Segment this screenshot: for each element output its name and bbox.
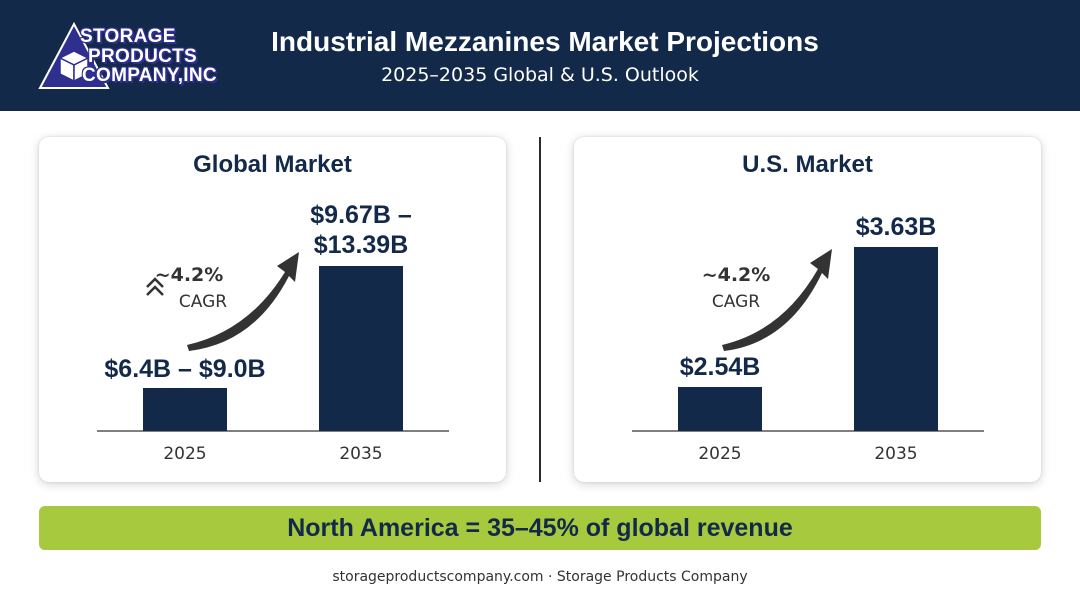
north-america-banner: North America = 35–45% of global revenue xyxy=(39,506,1041,550)
us-cagr-value: ~4.2% xyxy=(702,264,771,286)
curved-up-arrow-icon xyxy=(722,249,832,351)
global-market-chart: $6.4B – $9.0B $9.67B – $13.39B ~4.2% CAG… xyxy=(97,201,449,464)
us-tick-2035: 2035 xyxy=(874,444,917,464)
footer-credit: storageproductscompany.com · Storage Pro… xyxy=(332,569,748,585)
us-bar-2035 xyxy=(854,247,938,431)
global-cagr-value: ~4.2% xyxy=(155,264,224,286)
logo-text-line: COMPANY,INC xyxy=(82,65,217,86)
us-value-label-2035: $3.63B xyxy=(856,213,937,241)
global-tick-2035: 2035 xyxy=(339,444,382,464)
global-tick-2025: 2025 xyxy=(163,444,206,464)
card-divider xyxy=(539,137,541,482)
double-chevron-up-icon xyxy=(146,277,164,296)
header-bar: STORAGE PRODUCTS COMPANY,INC Industrial … xyxy=(0,0,1080,111)
company-logo: STORAGE PRODUCTS COMPANY,INC xyxy=(36,18,236,98)
page-title: Industrial Mezzanines Market Projections xyxy=(271,26,819,57)
us-value-label-2025: $2.54B xyxy=(680,353,761,381)
us-tick-2025: 2025 xyxy=(698,444,741,464)
logo-cube-icon xyxy=(38,21,110,89)
global-market-title: Global Market xyxy=(193,151,352,178)
global-value-label-2025: $6.4B – $9.0B xyxy=(104,355,265,383)
page-subtitle: 2025–2035 Global & U.S. Outlook xyxy=(381,64,699,86)
global-market-card: Global Market $6.4B – $9.0B $9.67B – $13… xyxy=(39,137,506,482)
logo-text-line: PRODUCTS xyxy=(88,46,198,67)
logo-text-line: STORAGE xyxy=(80,26,176,47)
us-bar-2025 xyxy=(678,387,762,431)
global-cagr-label: CAGR xyxy=(179,292,227,312)
us-cagr-label: CAGR xyxy=(712,292,760,312)
us-market-card: U.S. Market $2.54B $3.63B ~4.2% CAGR 202… xyxy=(574,137,1041,482)
us-market-chart: $2.54B $3.63B ~4.2% CAGR 2025 2035 xyxy=(632,213,984,464)
global-value-label-2035-line2: $13.39B xyxy=(314,231,409,259)
global-bar-2025 xyxy=(143,388,227,431)
us-market-title: U.S. Market xyxy=(742,151,873,178)
global-bar-2035 xyxy=(319,266,403,431)
global-value-label-2035-line1: $9.67B – xyxy=(310,201,412,229)
curved-up-arrow-icon xyxy=(187,252,299,351)
